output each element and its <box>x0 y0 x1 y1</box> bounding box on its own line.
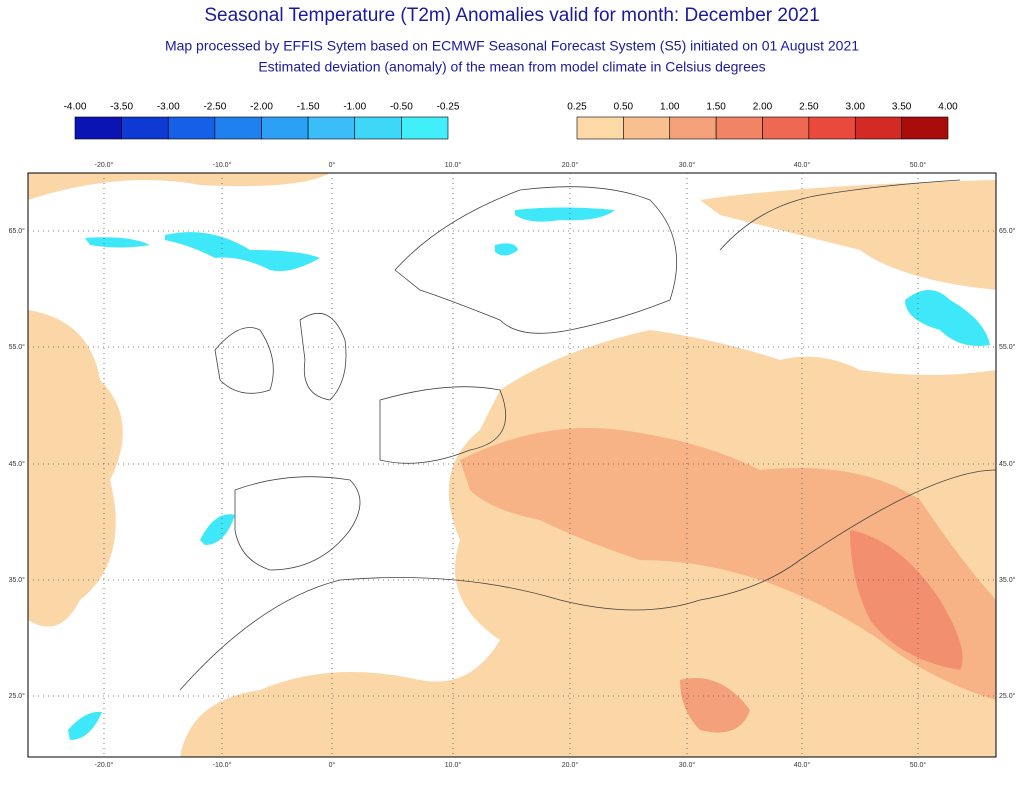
colorbar-label: -0.25 <box>437 102 460 113</box>
colorbar-label: -2.50 <box>203 102 226 113</box>
cold-area <box>68 711 102 740</box>
cold-area <box>200 514 235 545</box>
colorbar-box <box>121 116 169 140</box>
colorbar-box <box>307 116 356 140</box>
warm-area <box>180 330 996 757</box>
colorbar-box <box>214 116 262 140</box>
colorbar-label: -1.50 <box>297 102 320 113</box>
colorbar-box <box>401 116 449 140</box>
colorbar-box <box>167 116 216 140</box>
lon-label: 50.0° <box>910 761 927 769</box>
lat-label: 65.0° <box>9 227 26 235</box>
map-frame <box>27 172 997 758</box>
coastline <box>214 327 274 394</box>
lon-label: -20.0° <box>95 161 114 169</box>
lon-label: -20.0° <box>95 761 114 769</box>
lat-label: 35.0° <box>999 576 1016 584</box>
lon-label: 20.0° <box>562 761 579 769</box>
lon-label: 30.0° <box>679 761 696 769</box>
colorbar-box <box>808 116 856 140</box>
lon-label: 0° <box>329 161 336 169</box>
lon-label: 10.0° <box>445 761 462 769</box>
warm-area <box>680 678 750 733</box>
lat-label: 25.0° <box>999 692 1016 700</box>
warm-area <box>28 310 123 627</box>
lat-label: 35.0° <box>9 576 26 584</box>
colorbar-label: 0.25 <box>567 102 587 113</box>
lon-label: 10.0° <box>445 161 462 169</box>
lon-label: 50.0° <box>910 161 927 169</box>
colorbar-box <box>354 116 402 140</box>
colorbar-box <box>576 116 624 140</box>
lat-label: 65.0° <box>999 227 1016 235</box>
colorbar-box <box>762 116 810 140</box>
cold-area <box>515 207 615 222</box>
colorbar-label: -0.50 <box>390 102 413 113</box>
cold-area <box>495 243 518 256</box>
colorbar-label: 1.00 <box>660 102 680 113</box>
coastline <box>179 469 996 691</box>
colorbar-label: -3.00 <box>157 102 180 113</box>
lon-label: 0° <box>329 761 336 769</box>
colorbar-label: 0.50 <box>614 102 634 113</box>
coastline <box>394 186 678 334</box>
lat-label: 45.0° <box>9 460 26 468</box>
lon-label: 20.0° <box>562 161 579 169</box>
colorbar-box <box>669 116 717 140</box>
coastlines <box>179 179 996 691</box>
colorbar-box <box>623 116 671 140</box>
lat-label: 45.0° <box>999 460 1016 468</box>
lon-label: -10.0° <box>213 761 232 769</box>
colorbar-label: -2.00 <box>250 102 273 113</box>
lat-label: 25.0° <box>9 692 26 700</box>
warm-area <box>850 530 963 670</box>
map <box>27 172 997 758</box>
colorbar-label: -1.00 <box>343 102 366 113</box>
lon-label: -10.0° <box>213 161 232 169</box>
colorbar-label: 3.50 <box>892 102 912 113</box>
lon-label: 30.0° <box>679 161 696 169</box>
subtitle: Map processed by EFFIS Sytem based on EC… <box>165 38 859 54</box>
title: Seasonal Temperature (T2m) Anomalies val… <box>204 5 819 26</box>
coastline <box>379 386 507 464</box>
lon-label: 40.0° <box>794 761 811 769</box>
colorbar-label: 2.50 <box>799 102 819 113</box>
colorbar-label: -3.50 <box>110 102 133 113</box>
warm-area <box>28 173 330 200</box>
colorbar-box <box>74 116 122 140</box>
colorbar-box <box>715 116 763 140</box>
lat-label: 55.0° <box>999 343 1016 351</box>
warm-area <box>700 180 996 290</box>
colorbar-box <box>901 116 949 140</box>
cold-area <box>905 290 990 346</box>
lat-label: 55.0° <box>9 343 26 351</box>
coastline <box>719 179 961 251</box>
coastline <box>299 312 347 401</box>
cold-area <box>165 232 320 272</box>
coastline <box>234 476 361 571</box>
colorbar-label: 2.00 <box>753 102 773 113</box>
colorbar-label: -4.00 <box>64 102 87 113</box>
colorbar-box <box>261 116 309 140</box>
anomaly-field <box>28 173 996 757</box>
colorbar-label: 4.00 <box>938 102 958 113</box>
colorbar-label: 3.00 <box>846 102 866 113</box>
warm-area <box>460 428 996 700</box>
lon-label: 40.0° <box>794 161 811 169</box>
cold-area <box>85 237 150 248</box>
colorbar-box <box>854 116 902 140</box>
subtitle: Estimated deviation (anomaly) of the mea… <box>258 59 765 75</box>
colorbar-label: 1.50 <box>706 102 726 113</box>
